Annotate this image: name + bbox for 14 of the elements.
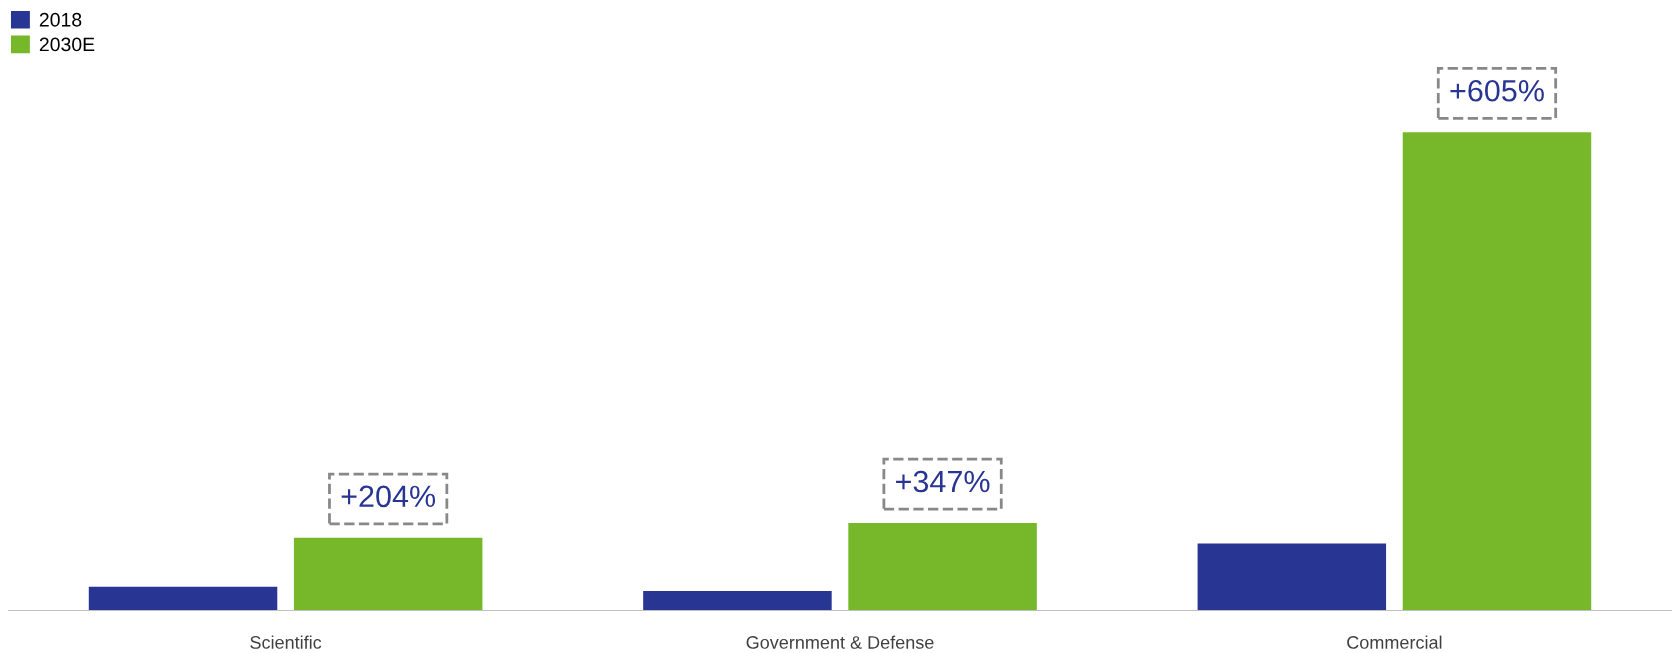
legend-label: 2018 [39,12,82,27]
x-tick-label: Government & Defense [746,635,934,649]
bar [1197,543,1387,611]
text: +605% [1450,79,1544,102]
bar [293,537,483,611]
annotation: +347% [896,470,990,493]
bar [1402,132,1592,611]
legend-label: 2030E [39,37,95,52]
x-tick-label: Commercial [1347,635,1442,649]
bar [848,523,1037,611]
bar [88,586,278,611]
x-tick-label: Scientific [250,635,322,649]
annotation: +204% [341,485,436,508]
bar [643,590,832,611]
